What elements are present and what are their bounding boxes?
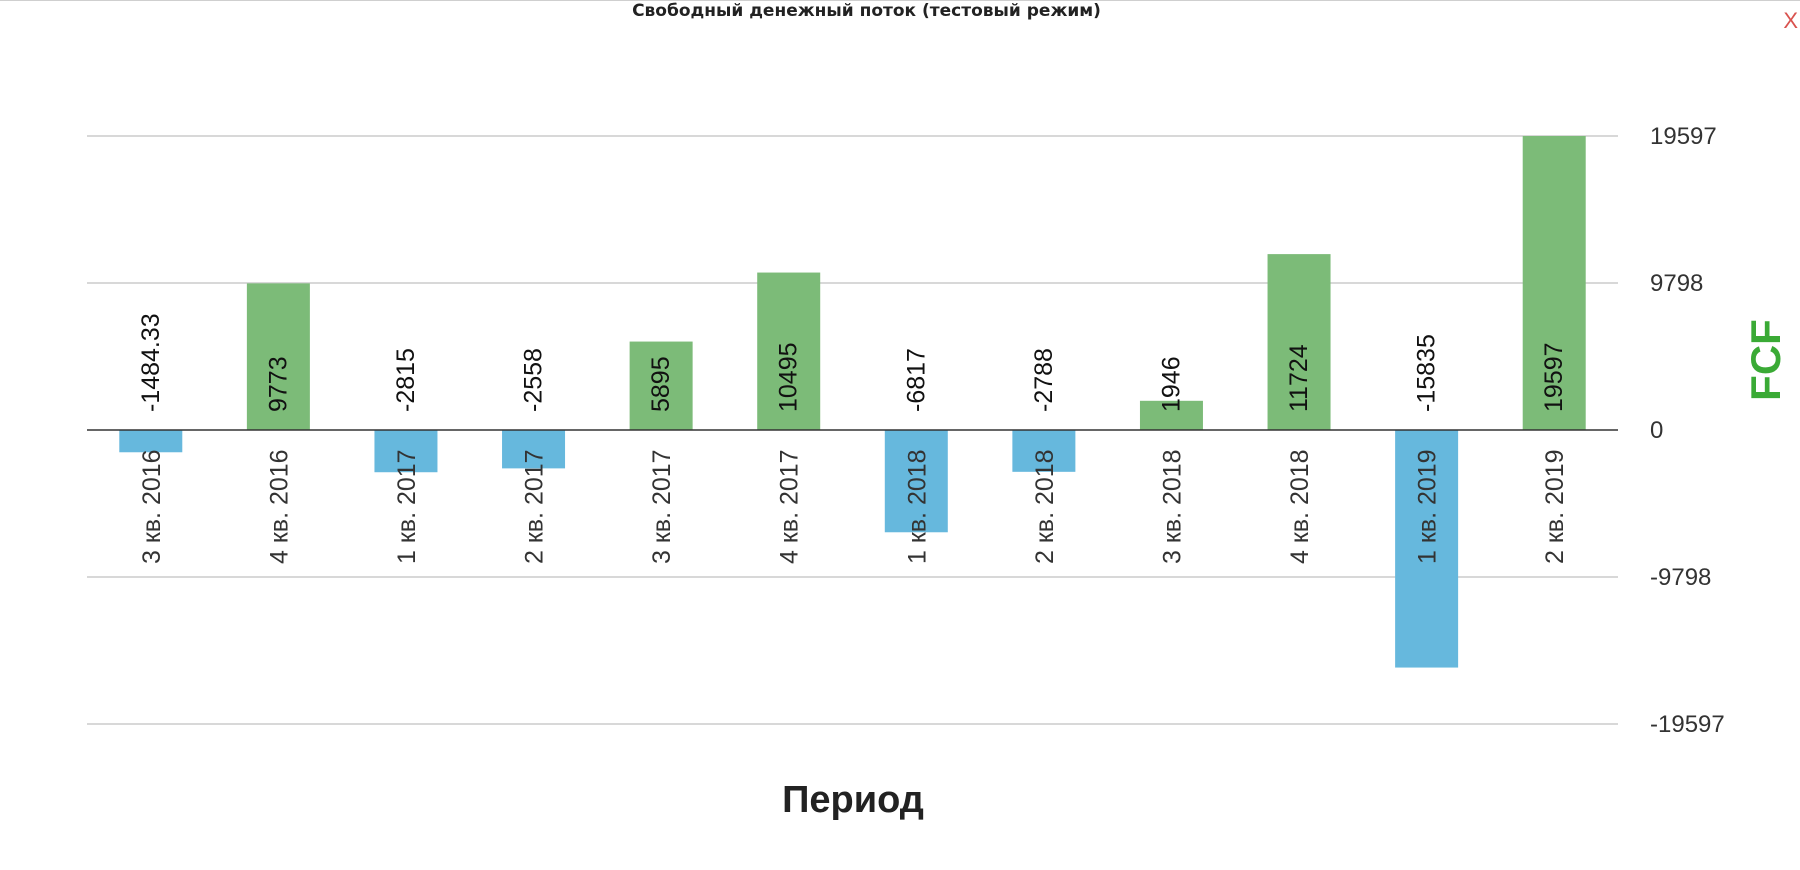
data-label: 9773	[264, 356, 292, 412]
bar	[246, 283, 310, 430]
y-tick-label: -9798	[1650, 564, 1711, 591]
x-tick-label: 1 кв. 2018	[903, 449, 931, 564]
x-tick-label: 3 кв. 2017	[648, 449, 676, 564]
x-tick-label: 1 кв. 2017	[393, 449, 421, 564]
x-tick-label: 2 кв. 2017	[521, 449, 549, 564]
x-tick-label: 4 кв. 2018	[1286, 449, 1314, 564]
bar	[1522, 136, 1586, 430]
bar	[884, 430, 948, 533]
bar	[629, 341, 693, 430]
data-label: 1946	[1157, 356, 1185, 412]
modal-title: Свободный денежный поток (тестовый режим…	[632, 1, 1101, 21]
x-axis-label: Период	[782, 779, 924, 821]
data-label: -1484.33	[137, 313, 165, 412]
close-button[interactable]: X	[1783, 8, 1798, 33]
data-label: -2788	[1030, 348, 1058, 412]
bar	[1139, 400, 1203, 430]
data-label: -15835	[1413, 334, 1441, 412]
data-label: -2558	[520, 348, 548, 412]
bar	[502, 430, 566, 469]
data-label: -2815	[392, 348, 420, 412]
modal-top-border	[0, 0, 1800, 1]
data-label: 10495	[775, 342, 803, 412]
data-label: 5895	[647, 356, 675, 412]
x-tick-label: 4 кв. 2016	[265, 449, 293, 564]
data-label: -6817	[902, 348, 930, 412]
x-tick-label: 3 кв. 2016	[138, 449, 166, 564]
x-tick-label: 4 кв. 2017	[776, 449, 804, 564]
y-axis-label: FCF	[1742, 319, 1789, 401]
x-tick-label: 2 кв. 2018	[1031, 449, 1059, 564]
y-tick-label: -19597	[1650, 711, 1725, 738]
bar	[1012, 430, 1076, 472]
y-tick-label: 0	[1650, 417, 1663, 444]
data-label: 19597	[1540, 342, 1568, 412]
bar	[374, 430, 438, 473]
data-label: 11724	[1285, 344, 1313, 412]
x-tick-label: 1 кв. 2019	[1414, 449, 1442, 564]
y-tick-label: 19597	[1650, 123, 1717, 150]
x-tick-label: 3 кв. 2018	[1158, 449, 1186, 564]
bar	[119, 430, 183, 453]
y-tick-label: 9798	[1650, 270, 1703, 297]
bar	[1395, 430, 1459, 668]
bar	[757, 272, 821, 430]
x-tick-label: 2 кв. 2019	[1541, 449, 1569, 564]
bar	[1267, 254, 1331, 430]
